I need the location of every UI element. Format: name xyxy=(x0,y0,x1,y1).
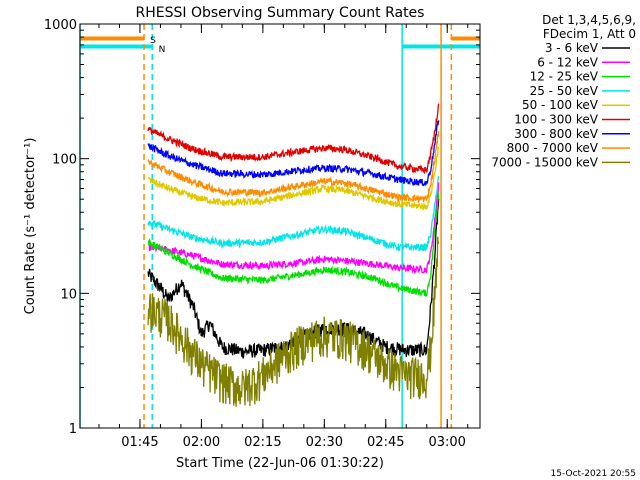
legend-label-0: 3 - 6 keV xyxy=(545,41,599,55)
y-tick-label-1: 10 xyxy=(60,287,77,302)
x-axis-label: Start Time (22-Jun-06 01:30:22) xyxy=(176,456,384,471)
series-line-0 xyxy=(147,198,440,359)
series-line-3 xyxy=(147,176,440,252)
y-tick-label-3: 1000 xyxy=(44,18,77,33)
y-tick-label-2: 100 xyxy=(52,153,77,168)
x-tick-label-0: 01:45 xyxy=(121,435,158,450)
y-tick-label-0: 1 xyxy=(69,422,77,437)
legend-header-line-1: Det 1,3,4,5,6,9, xyxy=(542,13,636,27)
legend-label-7: 800 - 7000 keV xyxy=(507,141,599,155)
x-tick-label-5: 03:00 xyxy=(428,435,465,450)
legend-label-4: 50 - 100 keV xyxy=(522,98,599,112)
legend-label-1: 6 - 12 keV xyxy=(537,55,599,69)
series-line-1 xyxy=(147,182,440,275)
plot-frame xyxy=(79,23,481,429)
x-tick-label-3: 02:30 xyxy=(306,435,343,450)
series-line-4 xyxy=(147,146,440,211)
flag-label-night: N xyxy=(159,45,166,55)
x-tick-label-2: 02:15 xyxy=(244,435,281,450)
legend-label-6: 300 - 800 keV xyxy=(514,127,598,141)
series-line-8 xyxy=(147,236,440,407)
x-tick-label-1: 02:00 xyxy=(183,435,220,450)
series-line-6 xyxy=(147,120,440,187)
chart-title: RHESSI Observing Summary Count Rates xyxy=(136,5,425,21)
legend-label-3: 25 - 50 keV xyxy=(530,84,599,98)
axis-layer: 01:45 02:00 02:15 02:30 02:45 03:00 1 10 100 1000 xyxy=(44,18,480,450)
series-line-7 xyxy=(147,131,440,204)
plot-layer xyxy=(79,24,480,428)
series-line-2 xyxy=(147,192,440,297)
series-line-5 xyxy=(147,103,440,175)
legend-header-line-2: FDecim 1, Att 0 xyxy=(543,27,636,41)
legend-label-2: 12 - 25 keV xyxy=(530,70,599,84)
legend-label-5: 100 - 300 keV xyxy=(514,113,598,127)
flag-label-saa: S xyxy=(150,36,156,46)
x-tick-label-4: 02:45 xyxy=(367,435,404,450)
footer-date: 15-Oct-2021 20:55 xyxy=(551,469,636,479)
y-axis-label: Count Rate (s⁻¹ detector⁻¹) xyxy=(23,138,38,315)
legend-label-8: 7000 - 15000 keV xyxy=(491,155,598,169)
series-layer xyxy=(147,103,440,407)
